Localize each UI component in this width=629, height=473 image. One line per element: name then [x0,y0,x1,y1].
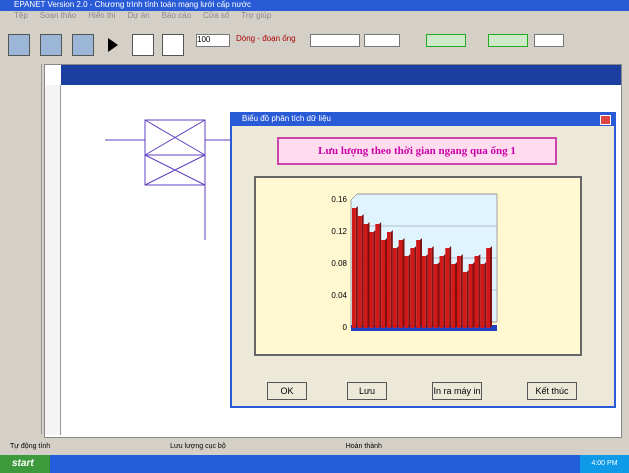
bar-side [455,262,457,328]
menu-item[interactable]: Hiển thị [88,11,115,22]
bar-side [467,270,469,328]
bar [422,256,426,328]
bar [463,272,467,328]
bar-side [356,206,358,328]
bar [480,264,484,328]
bar [434,264,438,328]
bar [399,240,403,328]
start-button[interactable]: start [0,455,50,473]
chart: 0 0.04 0.08 0.12 0.16 [256,178,580,354]
bar-side [403,238,405,328]
bar-side [478,254,480,328]
menu-item[interactable]: Dự án [127,11,149,22]
run-button[interactable] [108,38,118,52]
bar-side [426,254,428,328]
dialog-button[interactable]: In ra máy in [432,382,482,400]
bar [469,264,473,328]
menu-item[interactable]: Trợ giúp [241,11,271,22]
input[interactable] [426,34,466,47]
bar-side [362,214,364,328]
tool-button[interactable] [8,34,30,56]
input[interactable] [534,34,564,47]
bar [358,216,362,328]
side-toolbar [0,64,42,434]
bar-side [461,254,463,328]
bar [475,256,479,328]
zoom-out[interactable] [162,34,184,56]
bar-side [484,262,486,328]
dialog-button[interactable]: OK [267,382,307,400]
app-window: EPANET Version 2.0 - Chương trình tính t… [0,0,629,473]
y-tick-label: 0.04 [331,291,347,300]
bar [364,224,368,328]
status-bar: Tự động tính Lưu lượng cục bộ Hoàn thành [0,440,629,453]
toolbar-label: Dòng - đoạn ống [236,34,296,43]
bar [457,256,461,328]
status-text: Tự động tính [10,443,50,450]
bar [428,248,432,328]
input[interactable] [488,34,528,47]
menu-item[interactable]: Soạn thảo [40,11,76,22]
bar-side [379,222,381,328]
tool-button[interactable] [40,34,62,56]
bar-side [432,246,434,328]
bar [445,248,449,328]
bar [416,240,420,328]
tool-button[interactable] [72,34,94,56]
y-tick-label: 0.08 [331,259,347,268]
network-lines [105,120,245,240]
clock: 4:00 PM [580,455,629,473]
bar [486,248,490,328]
zoom-combo[interactable]: 100 [196,34,230,47]
bar-side [473,262,475,328]
bar-side [420,238,422,328]
input[interactable] [364,34,400,47]
y-tick-label: 0.12 [331,227,347,236]
bar [375,224,379,328]
ruler-vertical [45,85,61,435]
bar-side [368,222,370,328]
bar [405,256,409,328]
dialog-heading: Lưu lượng theo thời gian ngang qua ống 1 [277,137,557,165]
dialog-title: Biểu đồ phân tích dữ liệu [232,114,614,126]
zoom-in[interactable] [132,34,154,56]
menu-item[interactable]: Tệp [14,11,28,22]
dialog: Biểu đồ phân tích dữ liệu Lưu lượng theo… [230,112,616,408]
bar-side [443,254,445,328]
bar [393,248,397,328]
bar [370,232,374,328]
ruler [61,65,621,85]
bar-side [438,262,440,328]
menu-bar: Tệp Soạn thảo Hiển thị Dự án Báo cáo Cửa sổ Tr… [0,11,629,22]
dialog-button[interactable]: Lưu [347,382,387,400]
menu-item[interactable]: Cửa sổ [203,11,229,22]
title-bar: EPANET Version 2.0 - Chương trình tính t… [0,0,629,11]
bar-side [391,230,393,328]
bar [381,240,385,328]
y-tick-label: 0 [343,323,348,332]
bar-side [385,238,387,328]
bar [387,232,391,328]
bar [352,208,356,328]
status-text: Hoàn thành [346,443,382,450]
close-button[interactable] [600,115,611,125]
toolbar: 100 Dòng - đoạn ống [0,24,629,62]
bar-side [397,246,399,328]
y-tick-label: 0.16 [331,195,347,204]
status-text: Lưu lượng cục bộ [170,443,226,450]
bar-side [373,230,375,328]
input[interactable] [310,34,360,47]
chart-panel: 0 0.04 0.08 0.12 0.16 [254,176,582,356]
menu-item[interactable]: Báo cáo [162,11,191,22]
bar [451,264,455,328]
dialog-button[interactable]: Kết thúc [527,382,577,400]
bar [410,248,414,328]
bar [440,256,444,328]
bar-side [490,246,492,328]
bar-side [449,246,451,328]
bar-side [414,246,416,328]
taskbar: start 4:00 PM [0,455,629,473]
bar-side [408,254,410,328]
